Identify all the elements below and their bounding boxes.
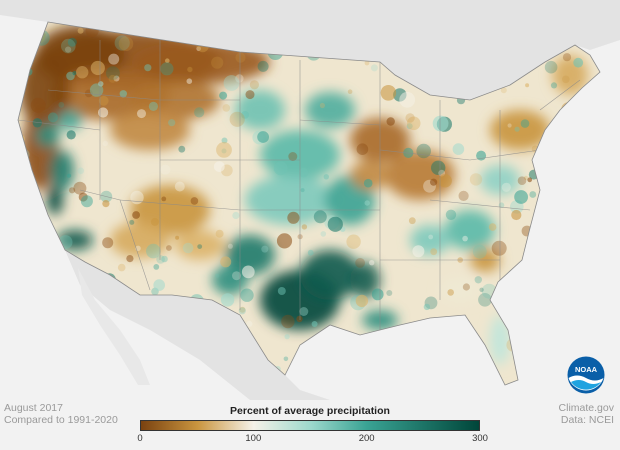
legend-tick-0: 0 — [137, 433, 143, 444]
state-borders — [18, 30, 581, 330]
legend-title: Percent of average precipitation — [230, 405, 390, 417]
caption-left: August 2017 Compared to 1991-2020 — [4, 402, 118, 426]
caption-right: Climate.gov Data: NCEI — [559, 402, 614, 426]
baseline-label: Compared to 1991-2020 — [4, 414, 118, 426]
noaa-logo: NOAA — [567, 356, 605, 394]
legend-ticks: 0 100 200 300 — [137, 431, 488, 445]
legend: Percent of average precipitation 0 100 200… — [137, 405, 488, 445]
source-label: Data: NCEI — [560, 414, 614, 426]
noaa-logo-text: NOAA — [575, 365, 598, 374]
legend-colorbar — [140, 420, 480, 431]
background-land — [0, 0, 620, 400]
legend-tick-200: 200 — [358, 433, 375, 444]
date-label: August 2017 — [4, 402, 63, 414]
legend-tick-100: 100 — [245, 433, 262, 444]
legend-tick-300: 300 — [472, 433, 488, 444]
credit-label: Climate.gov — [558, 402, 614, 414]
